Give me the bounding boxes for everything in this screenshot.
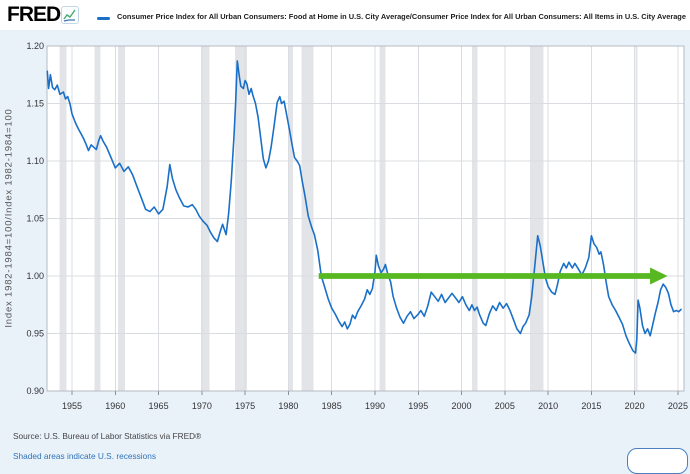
x-tick-label: 2005: [495, 401, 515, 411]
fred-link-button[interactable]: [627, 448, 688, 474]
x-tick-label: 1990: [365, 401, 385, 411]
cpi-ratio-chart: 1955 1960 1965 1970 1975 1980 1985 1990 1995 2000…: [26, 41, 688, 411]
fred-logo[interactable]: FRED: [7, 3, 61, 26]
x-tick-label: 2015: [581, 401, 601, 411]
y-tick-label: 1.15: [26, 99, 44, 109]
header-strip: [0, 0, 690, 30]
x-tick-label: 2020: [625, 401, 645, 411]
plot-border: [46, 45, 685, 392]
y-tick-label: 1.00: [26, 271, 44, 281]
y-tick-label: 1.20: [26, 41, 44, 51]
fred-logo-chart-icon: [61, 6, 79, 24]
x-tick-label: 1955: [62, 401, 82, 411]
y-tick-label: 1.10: [26, 156, 44, 166]
x-tick-label: 2000: [452, 401, 472, 411]
recession-note-link[interactable]: Shaded areas indicate U.S. recessions: [13, 451, 156, 461]
legend-line-swatch: [97, 17, 110, 20]
x-tick-label: 1985: [322, 401, 342, 411]
x-tick-label: 1965: [149, 401, 169, 411]
x-tick-label: 1970: [192, 401, 212, 411]
legend-label: Consumer Price Index for All Urban Consu…: [117, 12, 686, 21]
series-line: [46, 60, 682, 354]
y-axis-label: Index 1982-1984=100/Index 1982-1984=100: [3, 108, 15, 328]
x-tick-label: 1975: [235, 401, 255, 411]
y-tick-label: 0.90: [26, 386, 44, 396]
source-text: Source: U.S. Bureau of Labor Statistics …: [13, 431, 202, 441]
x-tick-label: 1995: [408, 401, 428, 411]
green-arrow-head: [650, 267, 668, 285]
x-tick-label: 2010: [538, 401, 558, 411]
y-tick-label: 1.05: [26, 214, 44, 224]
y-tick-label: 0.95: [26, 329, 44, 339]
x-tick-label: 2025: [668, 401, 688, 411]
x-tick-label: 1980: [278, 401, 298, 411]
x-tick-label: 1960: [105, 401, 125, 411]
